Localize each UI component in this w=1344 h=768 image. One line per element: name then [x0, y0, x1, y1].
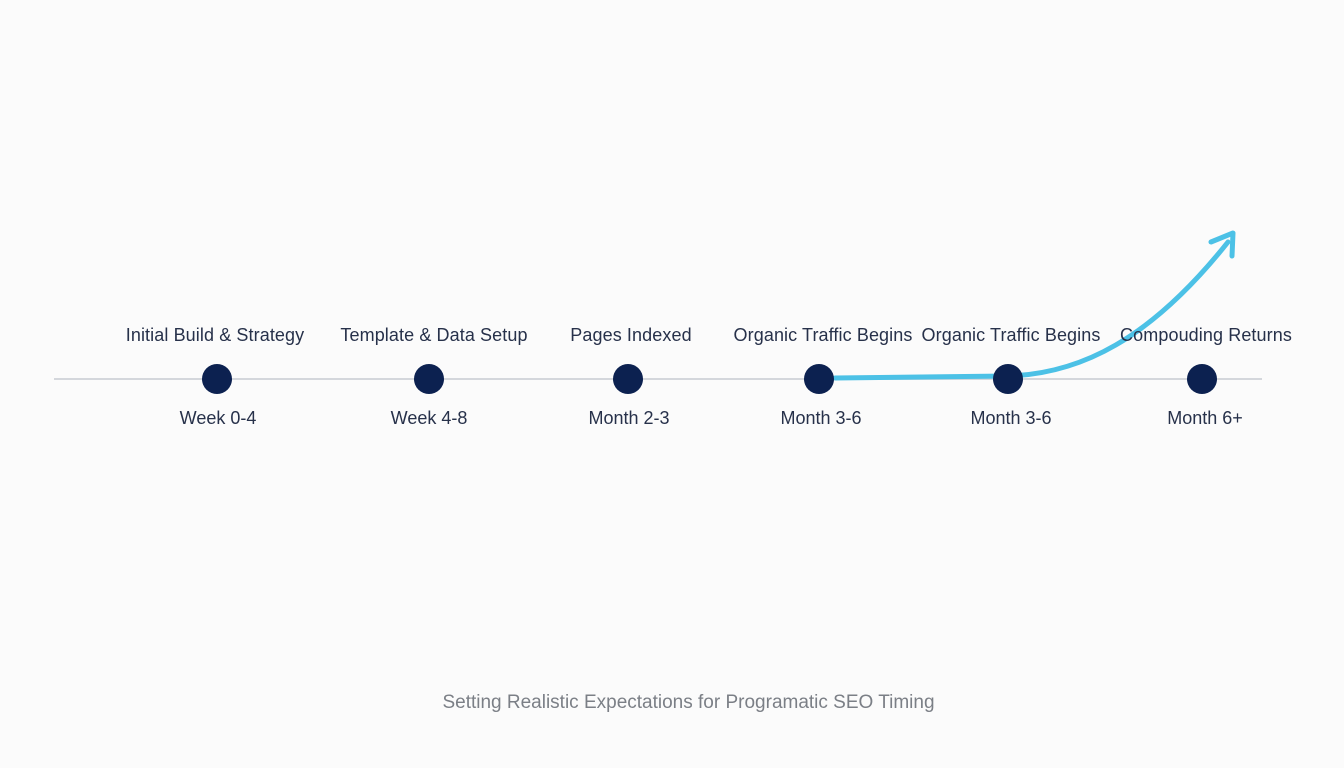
milestone-time-5: Month 3-6 — [970, 408, 1052, 428]
milestone-label-4: Organic Traffic Begins — [733, 325, 913, 345]
milestone-time-4: Month 3-6 — [780, 408, 862, 428]
milestone-time-6: Month 6+ — [1167, 408, 1243, 428]
growth-arrow-curve — [832, 239, 1231, 381]
milestone-node — [414, 364, 444, 394]
milestone-time-2: Week 4-8 — [390, 408, 468, 428]
milestone-node — [804, 364, 834, 394]
milestone-label-3: Pages Indexed — [570, 325, 692, 345]
milestone-node — [613, 364, 643, 394]
milestone-label-1: Initial Build & Strategy — [125, 325, 305, 345]
diagram-caption: Setting Realistic Expectations for Progr… — [442, 692, 935, 713]
milestone-label-2: Template & Data Setup — [340, 325, 528, 345]
milestone-node — [1187, 364, 1217, 394]
milestone-node — [993, 364, 1023, 394]
milestone-label-5: Organic Traffic Begins — [921, 325, 1101, 345]
milestone-time-3: Month 2-3 — [588, 408, 670, 428]
growth-arrow-head-icon — [1208, 230, 1236, 259]
milestone-time-1: Week 0-4 — [179, 408, 257, 428]
milestone-node — [202, 364, 232, 394]
milestone-label-6: Compouding Returns — [1120, 325, 1292, 345]
